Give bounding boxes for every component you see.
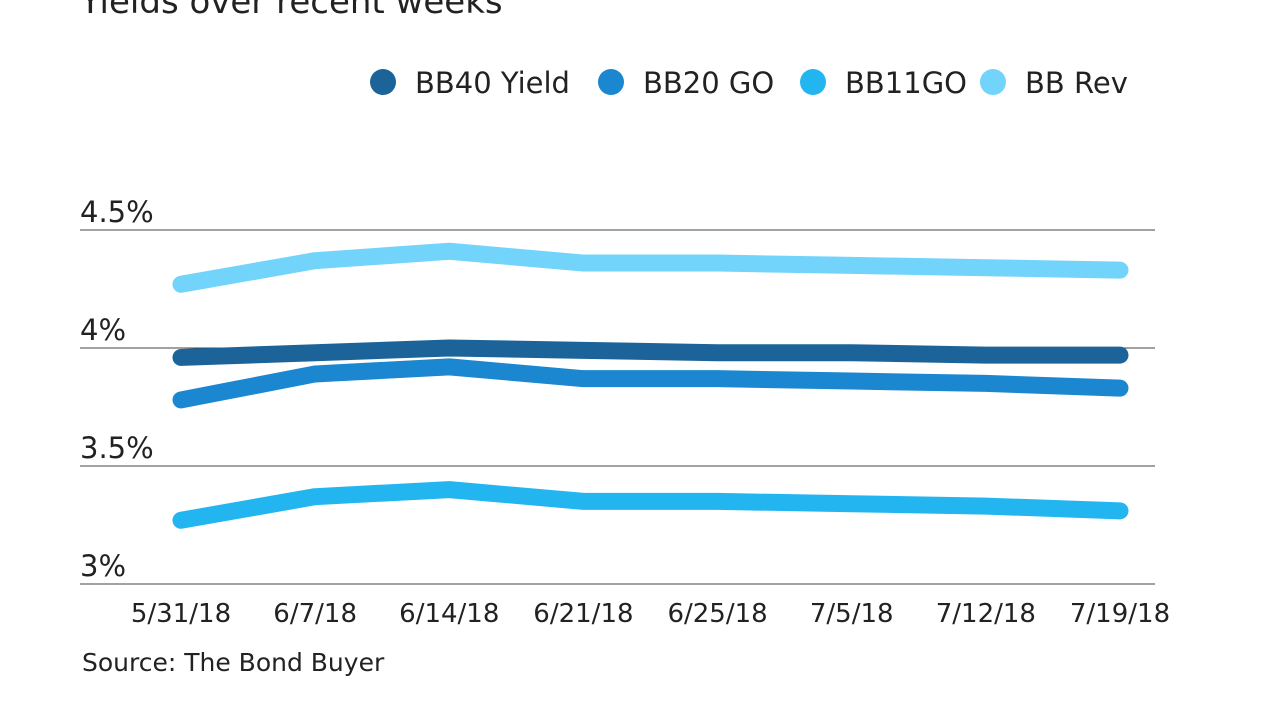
legend-label: BB40 Yield <box>415 66 570 100</box>
series-line-bb20-go <box>172 358 1129 409</box>
y-tick-label: 4.5% <box>80 195 154 229</box>
x-tick-label: 6/14/18 <box>399 599 499 629</box>
y-tick-label: 4% <box>80 313 126 347</box>
legend-marker <box>598 69 624 95</box>
x-tick-label: 6/7/18 <box>273 599 357 629</box>
legend-marker <box>800 69 826 95</box>
legend-label: BB20 GO <box>643 66 774 100</box>
x-tick-label: 7/12/18 <box>936 599 1036 629</box>
y-tick-label: 3% <box>80 549 126 583</box>
legend-label: BB Rev <box>1025 66 1128 100</box>
chart-source: Source: The Bond Buyer <box>82 648 385 677</box>
x-tick-label: 5/31/18 <box>131 599 231 629</box>
x-tick-label: 6/21/18 <box>533 599 633 629</box>
legend-marker <box>370 69 396 95</box>
chart-title: Yields over recent weeks <box>80 0 503 22</box>
legend-marker <box>980 69 1006 95</box>
x-tick-label: 7/19/18 <box>1070 599 1170 629</box>
series-line-bb-rev <box>172 242 1129 293</box>
x-tick-label: 6/25/18 <box>667 599 767 629</box>
series-line-bb40-yield <box>172 339 1129 366</box>
y-tick-label: 3.5% <box>80 431 154 465</box>
series-line-bb11go <box>172 481 1129 529</box>
x-tick-label: 7/5/18 <box>810 599 894 629</box>
legend-label: BB11GO <box>845 66 967 100</box>
